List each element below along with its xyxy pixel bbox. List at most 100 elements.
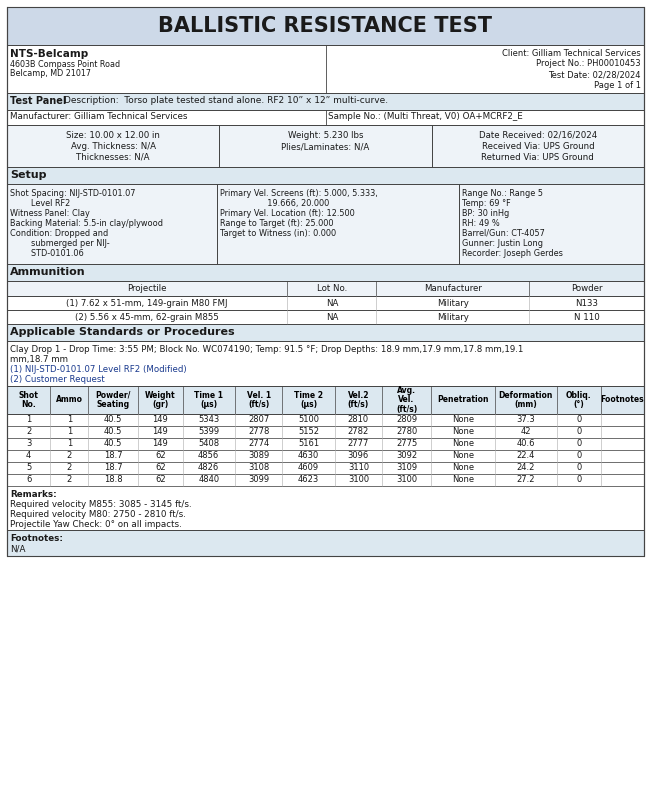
- Text: 149: 149: [152, 440, 168, 448]
- Text: submerged per NIJ-: submerged per NIJ-: [10, 239, 109, 248]
- Text: (2) 5.56 x 45-mm, 62-grain M855: (2) 5.56 x 45-mm, 62-grain M855: [76, 313, 219, 322]
- Bar: [7, 530, 644, 556]
- Text: 19.666, 20.000: 19.666, 20.000: [220, 199, 329, 208]
- Text: 2: 2: [66, 475, 72, 485]
- Bar: [7, 281, 644, 296]
- Bar: [7, 93, 644, 110]
- Text: 2: 2: [66, 463, 72, 473]
- Text: Range No.: Range 5: Range No.: Range 5: [462, 189, 544, 198]
- Text: Time 2
(μs): Time 2 (μs): [294, 390, 323, 409]
- Text: Recorder: Joseph Gerdes: Recorder: Joseph Gerdes: [462, 249, 563, 258]
- Text: NTS-Belcamp: NTS-Belcamp: [10, 49, 89, 59]
- Text: Lot No.: Lot No.: [317, 284, 347, 293]
- Bar: [7, 167, 644, 184]
- Text: Weight
(gr): Weight (gr): [145, 390, 176, 409]
- Text: Client: Gilliam Technical Services: Client: Gilliam Technical Services: [503, 49, 641, 58]
- Bar: [7, 110, 644, 125]
- Text: 2782: 2782: [348, 428, 369, 436]
- Text: 22.4: 22.4: [517, 451, 535, 460]
- Text: STD-0101.06: STD-0101.06: [10, 249, 84, 258]
- Text: None: None: [452, 475, 474, 485]
- Bar: [7, 486, 644, 530]
- Text: 0: 0: [576, 475, 581, 485]
- Text: Date Received: 02/16/2024: Date Received: 02/16/2024: [478, 131, 597, 140]
- Text: Manufacturer: Gilliam Technical Services: Manufacturer: Gilliam Technical Services: [10, 112, 187, 121]
- Text: Primary Vel. Location (ft): 12.500: Primary Vel. Location (ft): 12.500: [220, 209, 355, 218]
- Text: 5100: 5100: [298, 416, 319, 425]
- Text: 62: 62: [155, 451, 165, 460]
- Bar: [7, 7, 644, 45]
- Text: Backing Material: 5.5-in clay/plywood: Backing Material: 5.5-in clay/plywood: [10, 219, 163, 228]
- Text: 3108: 3108: [248, 463, 270, 473]
- Bar: [7, 7, 644, 556]
- Text: Temp: 69 °F: Temp: 69 °F: [462, 199, 511, 208]
- Text: Powder/
Seating: Powder/ Seating: [96, 390, 131, 409]
- Text: None: None: [452, 440, 474, 448]
- Text: Clay Drop 1 - Drop Time: 3:55 PM; Block No. WC074190; Temp: 91.5 °F; Drop Depths: Clay Drop 1 - Drop Time: 3:55 PM; Block …: [10, 345, 523, 354]
- Text: Applicable Standards or Procedures: Applicable Standards or Procedures: [10, 327, 234, 337]
- Text: 0: 0: [576, 463, 581, 473]
- Text: Received Via: UPS Ground: Received Via: UPS Ground: [482, 142, 594, 151]
- Text: Military: Military: [437, 299, 469, 307]
- Text: Ammo: Ammo: [56, 395, 83, 405]
- Bar: [7, 462, 644, 474]
- Bar: [7, 125, 219, 167]
- Text: (1) NIJ-STD-0101.07 Level RF2 (Modified): (1) NIJ-STD-0101.07 Level RF2 (Modified): [10, 365, 187, 374]
- Text: Range to Target (ft): 25.000: Range to Target (ft): 25.000: [220, 219, 334, 228]
- Text: 2778: 2778: [248, 428, 270, 436]
- Text: 3100: 3100: [396, 475, 417, 485]
- Text: 40.5: 40.5: [104, 416, 122, 425]
- Text: Obliq.
(°): Obliq. (°): [566, 390, 592, 409]
- Text: Setup: Setup: [10, 170, 46, 180]
- Text: 1: 1: [66, 428, 72, 436]
- Text: 4630: 4630: [298, 451, 319, 460]
- Text: 3096: 3096: [348, 451, 369, 460]
- Text: 3099: 3099: [248, 475, 269, 485]
- Text: Military: Military: [437, 313, 469, 322]
- Text: Level RF2: Level RF2: [10, 199, 70, 208]
- Text: Remarks:: Remarks:: [10, 490, 57, 499]
- Text: 37.3: 37.3: [516, 416, 535, 425]
- Text: 2807: 2807: [248, 416, 270, 425]
- Text: Project No.: PH00010453: Project No.: PH00010453: [536, 59, 641, 68]
- Text: Barrel/Gun: CT-4057: Barrel/Gun: CT-4057: [462, 229, 545, 238]
- Text: 0: 0: [576, 428, 581, 436]
- Text: 5: 5: [26, 463, 31, 473]
- Text: 5399: 5399: [198, 428, 219, 436]
- Text: 4840: 4840: [198, 475, 219, 485]
- Text: Size: 10.00 x 12.00 in: Size: 10.00 x 12.00 in: [66, 131, 160, 140]
- Text: Footnotes:: Footnotes:: [10, 534, 63, 543]
- Text: 5408: 5408: [198, 440, 219, 448]
- Text: Witness Panel: Clay: Witness Panel: Clay: [10, 209, 90, 218]
- Text: 4603B Compass Point Road: 4603B Compass Point Road: [10, 60, 120, 69]
- Text: 42: 42: [521, 428, 531, 436]
- Text: None: None: [452, 463, 474, 473]
- Text: Powder: Powder: [571, 284, 602, 293]
- Text: 6: 6: [26, 475, 31, 485]
- Text: Test Panel: Test Panel: [10, 96, 66, 106]
- Text: Gunner: Justin Long: Gunner: Justin Long: [462, 239, 544, 248]
- Text: 1: 1: [66, 416, 72, 425]
- Text: 18.7: 18.7: [104, 463, 122, 473]
- Text: 3109: 3109: [396, 463, 417, 473]
- Text: None: None: [452, 451, 474, 460]
- Text: 4609: 4609: [298, 463, 319, 473]
- Text: mm,18.7 mm: mm,18.7 mm: [10, 355, 68, 364]
- Text: 1: 1: [26, 416, 31, 425]
- Text: 0: 0: [576, 440, 581, 448]
- Text: 27.2: 27.2: [516, 475, 535, 485]
- Bar: [219, 125, 432, 167]
- Text: 2: 2: [26, 428, 31, 436]
- Text: 4856: 4856: [198, 451, 219, 460]
- Text: Test Date: 02/28/2024: Test Date: 02/28/2024: [549, 70, 641, 79]
- Text: 5152: 5152: [298, 428, 319, 436]
- Bar: [7, 310, 644, 324]
- Text: Description:  Torso plate tested stand alone. RF2 10” x 12” multi-curve.: Description: Torso plate tested stand al…: [64, 96, 388, 105]
- Text: 5161: 5161: [298, 440, 319, 448]
- Text: Page 1 of 1: Page 1 of 1: [594, 81, 641, 89]
- Bar: [7, 296, 644, 310]
- Text: Ammunition: Ammunition: [10, 267, 86, 277]
- Bar: [7, 341, 644, 386]
- Text: 4: 4: [26, 451, 31, 460]
- Text: Avg. Thickness: N/A: Avg. Thickness: N/A: [71, 142, 156, 151]
